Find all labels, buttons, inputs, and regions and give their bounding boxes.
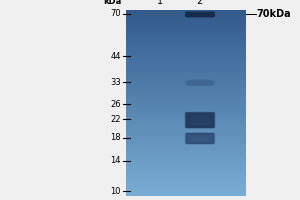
Bar bbox=[144, 12, 177, 15]
Bar bbox=[186, 80, 213, 84]
Bar bbox=[0, 0, 126, 200]
Text: 22: 22 bbox=[110, 115, 121, 124]
Bar bbox=[148, 12, 173, 15]
Bar bbox=[246, 0, 300, 200]
Bar bbox=[0, 196, 300, 200]
Text: 14: 14 bbox=[110, 156, 121, 165]
Bar bbox=[188, 113, 212, 126]
Bar bbox=[185, 80, 214, 85]
Bar bbox=[147, 12, 174, 15]
Bar bbox=[187, 133, 212, 143]
Bar bbox=[189, 12, 210, 15]
Bar bbox=[186, 12, 213, 16]
Bar bbox=[146, 12, 175, 15]
Bar bbox=[146, 12, 175, 15]
Bar bbox=[188, 12, 211, 16]
Bar bbox=[148, 12, 173, 15]
Bar bbox=[187, 113, 212, 126]
Bar bbox=[188, 12, 211, 16]
Bar bbox=[188, 114, 211, 126]
Bar bbox=[189, 134, 210, 142]
Text: 26: 26 bbox=[110, 100, 121, 109]
Bar bbox=[0, 0, 300, 10]
Text: 18: 18 bbox=[110, 133, 121, 142]
Bar bbox=[188, 134, 211, 142]
Text: 44: 44 bbox=[110, 52, 121, 61]
Bar bbox=[187, 12, 212, 16]
Bar bbox=[186, 80, 213, 84]
Bar bbox=[145, 12, 176, 15]
Bar bbox=[189, 81, 210, 84]
Bar bbox=[188, 133, 212, 142]
Text: 2: 2 bbox=[196, 0, 202, 6]
Bar bbox=[185, 12, 214, 16]
Text: kDa: kDa bbox=[103, 0, 121, 6]
Bar bbox=[188, 81, 212, 84]
Text: 1: 1 bbox=[158, 0, 164, 6]
Bar bbox=[186, 12, 213, 16]
Bar bbox=[188, 81, 211, 84]
Bar bbox=[188, 12, 212, 16]
Bar bbox=[186, 133, 213, 143]
Text: 70kDa: 70kDa bbox=[256, 9, 291, 19]
Text: 70: 70 bbox=[110, 9, 121, 18]
Bar bbox=[189, 114, 210, 126]
Bar bbox=[188, 81, 211, 84]
Bar bbox=[188, 113, 211, 126]
Bar bbox=[186, 133, 213, 143]
Bar bbox=[187, 81, 212, 84]
Text: 10: 10 bbox=[110, 187, 121, 196]
Text: 33: 33 bbox=[110, 78, 121, 87]
Bar bbox=[185, 112, 214, 127]
Bar bbox=[188, 133, 211, 142]
Bar bbox=[145, 12, 176, 15]
Bar bbox=[186, 113, 213, 127]
Bar bbox=[186, 113, 213, 127]
Bar bbox=[185, 133, 214, 143]
